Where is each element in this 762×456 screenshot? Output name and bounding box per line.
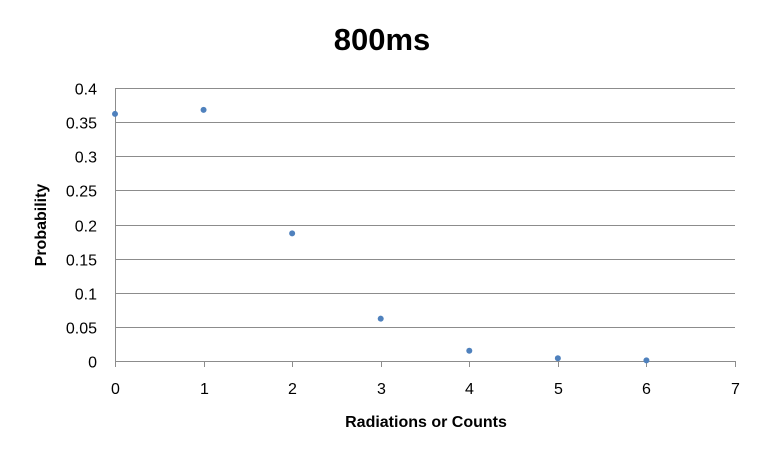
y-tick-label: 0.05	[66, 321, 97, 338]
tick-labels: 0 0.05 0.1 0.15 0.2 0.25 0.3 0.35 0.4 0 1 2 3 4 5 6 7	[66, 82, 740, 399]
y-tick-label: 0.25	[66, 184, 97, 201]
y-tick-label: 0.3	[75, 150, 97, 167]
data-point	[377, 315, 384, 322]
x-tick-label: 4	[465, 381, 474, 398]
x-tick-label: 3	[377, 381, 386, 398]
data-points	[112, 106, 650, 364]
y-tick-label: 0.1	[75, 287, 97, 304]
x-tick-label: 7	[731, 381, 740, 398]
data-point	[466, 347, 473, 354]
x-tick-label: 5	[554, 381, 563, 398]
axes	[115, 88, 736, 367]
gridlines	[115, 88, 735, 328]
x-axis-title: Radiations or Counts	[345, 414, 507, 431]
y-axis-title: Probability	[33, 184, 50, 267]
x-tick-label: 0	[111, 381, 120, 398]
y-tick-label: 0.15	[66, 253, 97, 270]
data-point	[200, 106, 207, 113]
data-point	[643, 357, 650, 364]
chart-title: 800ms	[334, 22, 431, 57]
y-tick-label: 0	[88, 355, 97, 372]
data-point	[554, 355, 561, 362]
data-point	[289, 230, 296, 237]
y-tick-label: 0.4	[75, 82, 97, 99]
x-tick-label: 2	[288, 381, 297, 398]
y-tick-label: 0.2	[75, 219, 97, 236]
y-tick-label: 0.35	[66, 116, 97, 133]
x-tick-label: 1	[200, 381, 209, 398]
x-tick-label: 6	[642, 381, 651, 398]
data-point	[112, 110, 118, 117]
